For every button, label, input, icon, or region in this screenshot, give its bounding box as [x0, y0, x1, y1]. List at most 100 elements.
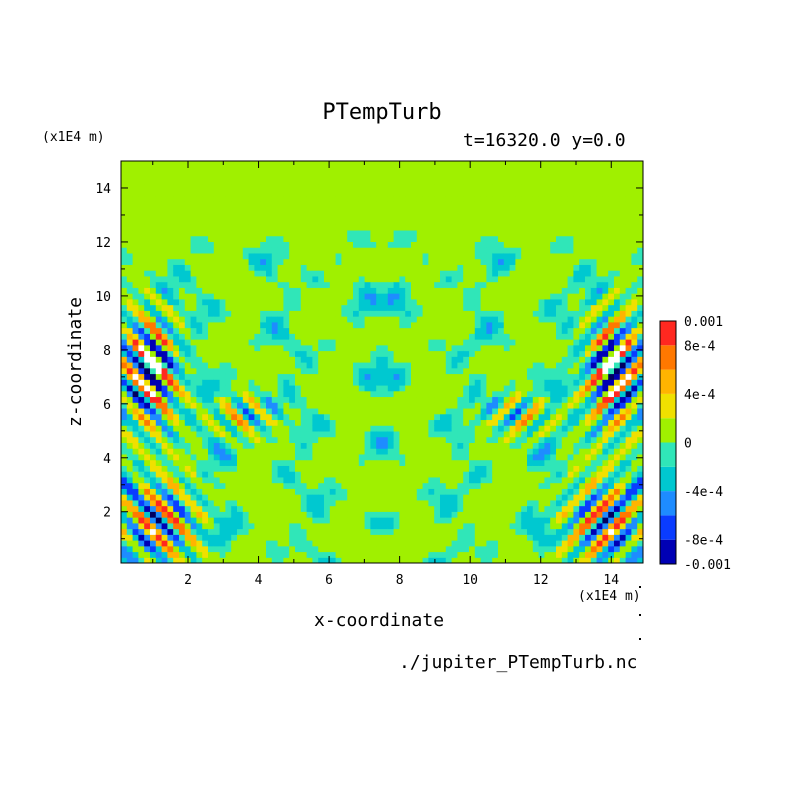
heatmap-cell — [126, 545, 134, 553]
heatmap-cell — [248, 505, 255, 512]
heatmap-cell — [428, 459, 435, 466]
heatmap-cell — [144, 379, 151, 386]
heatmap-cell — [434, 321, 441, 329]
heatmap-cell — [393, 540, 400, 547]
heatmap-cell — [306, 258, 313, 265]
heatmap-cell — [161, 379, 168, 386]
heatmap-cell — [283, 310, 290, 317]
heatmap-cell — [451, 459, 458, 466]
heatmap-cell — [335, 183, 342, 191]
heatmap-cell — [179, 384, 186, 392]
heatmap-cell — [428, 339, 435, 346]
heatmap-cell — [190, 476, 197, 484]
heatmap-cell — [457, 517, 464, 524]
heatmap-cell — [295, 384, 302, 392]
heatmap-cell — [434, 333, 441, 340]
heatmap-cell — [121, 258, 128, 265]
heatmap-cell — [271, 453, 279, 461]
heatmap-cell — [353, 229, 360, 237]
heatmap-cell — [126, 407, 134, 415]
heatmap-cell — [492, 327, 499, 334]
heatmap-cell — [469, 183, 476, 191]
heatmap-cell — [399, 362, 406, 369]
heatmap-cell — [266, 413, 273, 421]
heatmap-cell — [202, 367, 209, 375]
heatmap-cell — [260, 494, 267, 501]
heatmap-cell — [503, 333, 511, 340]
heatmap-cell — [208, 212, 215, 220]
heatmap-cell — [266, 419, 273, 426]
heatmap-cell — [184, 534, 192, 541]
heatmap-cell — [190, 287, 197, 294]
heatmap-cell — [509, 379, 516, 386]
heatmap-cell — [335, 212, 342, 220]
heatmap-cell — [445, 327, 453, 334]
heatmap-cell — [248, 195, 255, 202]
heatmap-cell — [266, 298, 273, 306]
heatmap-cell — [126, 448, 134, 455]
heatmap-cell — [219, 287, 226, 294]
heatmap-cell — [242, 436, 250, 443]
heatmap-cell — [440, 310, 447, 317]
heatmap-cell — [283, 522, 290, 530]
heatmap-cell — [150, 298, 157, 306]
heatmap-cell — [434, 522, 441, 530]
heatmap-cell — [208, 333, 215, 340]
heatmap-cell — [167, 402, 174, 409]
heatmap-cell — [173, 448, 180, 455]
heatmap-cell — [463, 247, 470, 254]
heatmap-cell — [428, 166, 435, 174]
heatmap-cell — [457, 505, 464, 512]
heatmap-cell — [492, 189, 499, 197]
heatmap-cell — [416, 390, 424, 398]
heatmap-cell — [179, 413, 186, 421]
heatmap-cell — [347, 304, 354, 311]
heatmap-cell — [376, 459, 383, 466]
heatmap-cell — [318, 172, 325, 179]
heatmap-cell — [300, 344, 308, 352]
heatmap-cell — [237, 224, 244, 231]
heatmap-cell — [138, 327, 145, 334]
heatmap-cell — [266, 396, 273, 403]
heatmap-cell — [527, 327, 534, 334]
heatmap-cell — [324, 419, 331, 426]
heatmap-cell — [469, 511, 476, 518]
heatmap-cell — [248, 287, 255, 294]
heatmap-cell — [260, 201, 267, 208]
heatmap-cell — [445, 362, 453, 369]
heatmap-cell — [260, 172, 267, 179]
heatmap-cell — [184, 258, 192, 265]
heatmap-cell — [144, 413, 151, 421]
heatmap-cell — [498, 281, 505, 288]
heatmap-cell — [295, 425, 302, 432]
heatmap-cell — [271, 505, 279, 512]
heatmap-cell — [422, 316, 429, 323]
heatmap-cell — [277, 247, 284, 254]
heatmap-cell — [353, 333, 360, 340]
heatmap-cell — [208, 499, 215, 507]
heatmap-cell — [509, 264, 516, 271]
heatmap-cell — [422, 551, 429, 558]
heatmap-cell — [405, 327, 412, 334]
heatmap-cell — [295, 482, 302, 489]
heatmap-cell — [527, 551, 534, 558]
heatmap-cell — [266, 224, 273, 231]
heatmap-cell — [411, 339, 418, 346]
heatmap-cell — [445, 183, 453, 191]
heatmap-cell — [399, 270, 406, 277]
heatmap-cell — [225, 540, 232, 547]
heatmap-cell — [242, 281, 250, 288]
heatmap-cell — [445, 453, 453, 461]
heatmap-cell — [353, 224, 360, 231]
heatmap-cell — [190, 212, 197, 220]
heatmap-cell — [231, 258, 238, 265]
heatmap-cell — [393, 275, 400, 283]
heatmap-cell — [219, 247, 226, 254]
heatmap-cell — [277, 367, 284, 375]
heatmap-cell — [254, 287, 261, 294]
heatmap-cell — [237, 270, 244, 277]
heatmap-cell — [173, 247, 180, 254]
heatmap-cell — [161, 264, 168, 271]
heatmap-cell — [428, 545, 435, 553]
heatmap-cell — [138, 304, 145, 311]
